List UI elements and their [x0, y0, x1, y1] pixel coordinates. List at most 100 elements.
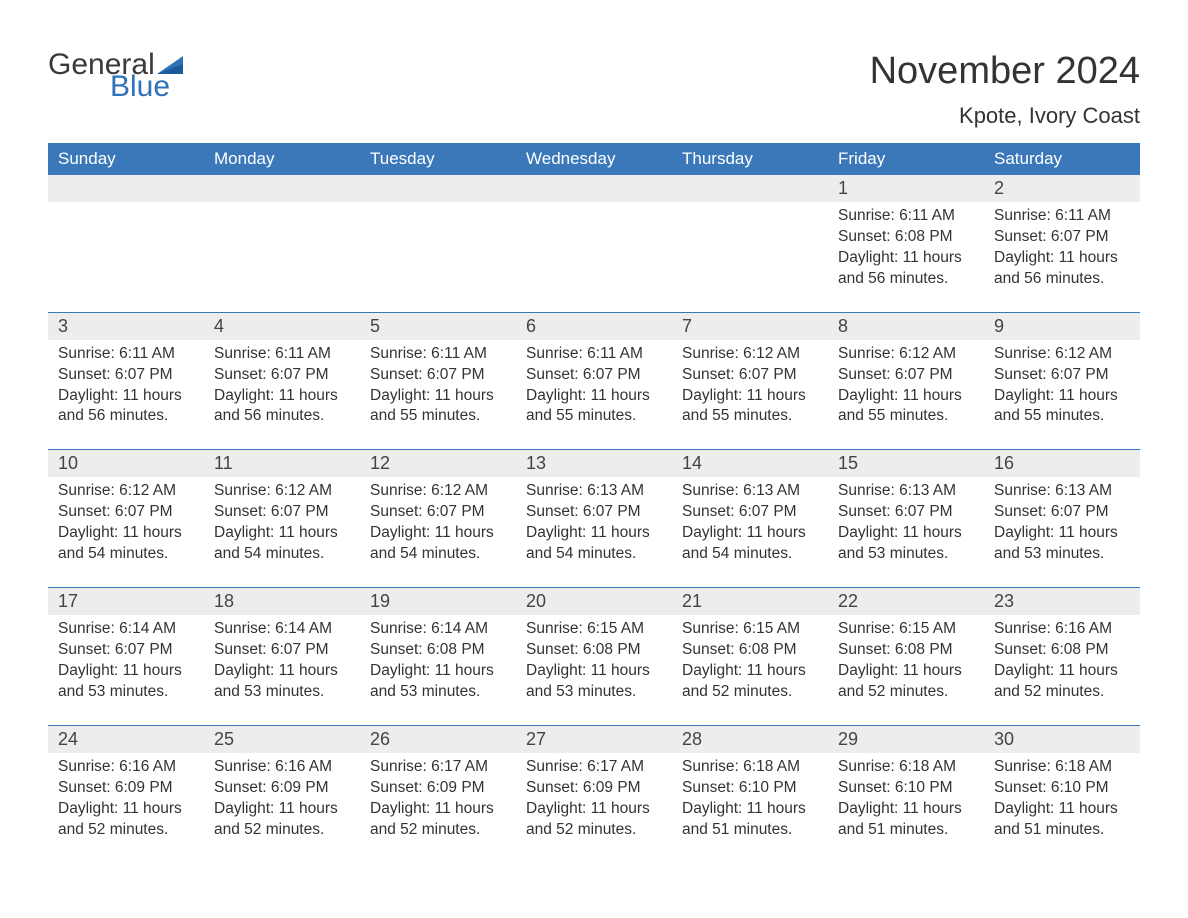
daylight-line: Daylight: 11 hours and 53 minutes.: [526, 661, 662, 703]
daynum: 26: [360, 726, 516, 753]
day-details: Sunrise: 6:13 AMSunset: 6:07 PMDaylight:…: [984, 477, 1140, 565]
day-cell: 7Sunrise: 6:12 AMSunset: 6:07 PMDaylight…: [672, 313, 828, 450]
sunset-line: Sunset: 6:08 PM: [994, 640, 1130, 661]
sunrise-line: Sunrise: 6:18 AM: [682, 757, 818, 778]
sunset-line: Sunset: 6:08 PM: [682, 640, 818, 661]
day-cell: 11Sunrise: 6:12 AMSunset: 6:07 PMDayligh…: [204, 450, 360, 587]
daynum-bar-empty: [360, 175, 516, 202]
sunset-line: Sunset: 6:08 PM: [838, 640, 974, 661]
sunset-line: Sunset: 6:07 PM: [994, 365, 1130, 386]
day-cell: 27Sunrise: 6:17 AMSunset: 6:09 PMDayligh…: [516, 726, 672, 863]
day-cell: 10Sunrise: 6:12 AMSunset: 6:07 PMDayligh…: [48, 450, 204, 587]
sunrise-line: Sunrise: 6:18 AM: [994, 757, 1130, 778]
day-cell: 23Sunrise: 6:16 AMSunset: 6:08 PMDayligh…: [984, 588, 1140, 725]
sunrise-line: Sunrise: 6:11 AM: [370, 344, 506, 365]
sunrise-line: Sunrise: 6:14 AM: [370, 619, 506, 640]
day-details: Sunrise: 6:12 AMSunset: 6:07 PMDaylight:…: [672, 340, 828, 428]
sunrise-line: Sunrise: 6:11 AM: [526, 344, 662, 365]
day-cell: 21Sunrise: 6:15 AMSunset: 6:08 PMDayligh…: [672, 588, 828, 725]
sunrise-line: Sunrise: 6:11 AM: [58, 344, 194, 365]
daynum: 24: [48, 726, 204, 753]
daynum: 23: [984, 588, 1140, 615]
day-details: Sunrise: 6:12 AMSunset: 6:07 PMDaylight:…: [48, 477, 204, 565]
dayname-friday: Friday: [828, 143, 984, 175]
sunrise-line: Sunrise: 6:15 AM: [682, 619, 818, 640]
daynum: 10: [48, 450, 204, 477]
day-details: Sunrise: 6:16 AMSunset: 6:09 PMDaylight:…: [48, 753, 204, 841]
sunset-line: Sunset: 6:07 PM: [214, 502, 350, 523]
daylight-line: Daylight: 11 hours and 53 minutes.: [214, 661, 350, 703]
sunset-line: Sunset: 6:07 PM: [370, 365, 506, 386]
daynum-bar-empty: [48, 175, 204, 202]
day-cell: 25Sunrise: 6:16 AMSunset: 6:09 PMDayligh…: [204, 726, 360, 863]
day-details: Sunrise: 6:11 AMSunset: 6:07 PMDaylight:…: [360, 340, 516, 428]
title-block: November 2024 Kpote, Ivory Coast: [870, 50, 1140, 137]
dayname-tuesday: Tuesday: [360, 143, 516, 175]
day-cell: 13Sunrise: 6:13 AMSunset: 6:07 PMDayligh…: [516, 450, 672, 587]
day-cell: 17Sunrise: 6:14 AMSunset: 6:07 PMDayligh…: [48, 588, 204, 725]
daynum: 18: [204, 588, 360, 615]
day-cell: [672, 175, 828, 312]
sunrise-line: Sunrise: 6:16 AM: [994, 619, 1130, 640]
sunrise-line: Sunrise: 6:13 AM: [682, 481, 818, 502]
day-details: Sunrise: 6:11 AMSunset: 6:07 PMDaylight:…: [48, 340, 204, 428]
daynum: 22: [828, 588, 984, 615]
daynum: 11: [204, 450, 360, 477]
daynum: 17: [48, 588, 204, 615]
day-cell: 12Sunrise: 6:12 AMSunset: 6:07 PMDayligh…: [360, 450, 516, 587]
sunrise-line: Sunrise: 6:18 AM: [838, 757, 974, 778]
day-details: Sunrise: 6:11 AMSunset: 6:07 PMDaylight:…: [204, 340, 360, 428]
day-cell: 1Sunrise: 6:11 AMSunset: 6:08 PMDaylight…: [828, 175, 984, 312]
day-cell: 28Sunrise: 6:18 AMSunset: 6:10 PMDayligh…: [672, 726, 828, 863]
day-details: Sunrise: 6:11 AMSunset: 6:07 PMDaylight:…: [984, 202, 1140, 290]
sunset-line: Sunset: 6:07 PM: [526, 502, 662, 523]
day-details: Sunrise: 6:14 AMSunset: 6:07 PMDaylight:…: [48, 615, 204, 703]
sunset-line: Sunset: 6:08 PM: [838, 227, 974, 248]
sunset-line: Sunset: 6:10 PM: [682, 778, 818, 799]
daylight-line: Daylight: 11 hours and 55 minutes.: [682, 386, 818, 428]
day-details: Sunrise: 6:12 AMSunset: 6:07 PMDaylight:…: [984, 340, 1140, 428]
sunrise-line: Sunrise: 6:16 AM: [214, 757, 350, 778]
sunset-line: Sunset: 6:07 PM: [58, 502, 194, 523]
sunset-line: Sunset: 6:07 PM: [838, 365, 974, 386]
day-cell: [48, 175, 204, 312]
day-details: Sunrise: 6:16 AMSunset: 6:09 PMDaylight:…: [204, 753, 360, 841]
sunrise-line: Sunrise: 6:12 AM: [58, 481, 194, 502]
daynum: 9: [984, 313, 1140, 340]
daynum: 15: [828, 450, 984, 477]
header: General Blue November 2024 Kpote, Ivory …: [48, 50, 1140, 137]
daylight-line: Daylight: 11 hours and 55 minutes.: [370, 386, 506, 428]
daylight-line: Daylight: 11 hours and 52 minutes.: [838, 661, 974, 703]
day-cell: 24Sunrise: 6:16 AMSunset: 6:09 PMDayligh…: [48, 726, 204, 863]
sunset-line: Sunset: 6:07 PM: [682, 502, 818, 523]
sunset-line: Sunset: 6:09 PM: [58, 778, 194, 799]
daylight-line: Daylight: 11 hours and 53 minutes.: [994, 523, 1130, 565]
sunset-line: Sunset: 6:09 PM: [370, 778, 506, 799]
daylight-line: Daylight: 11 hours and 52 minutes.: [682, 661, 818, 703]
sunrise-line: Sunrise: 6:15 AM: [526, 619, 662, 640]
day-cell: 14 Sunrise: 6:13 AMSunset: 6:07 PMDayligh…: [672, 450, 828, 587]
sunrise-line: Sunrise: 6:13 AM: [526, 481, 662, 502]
sunset-line: Sunset: 6:07 PM: [370, 502, 506, 523]
week-row: 10Sunrise: 6:12 AMSunset: 6:07 PMDayligh…: [48, 449, 1140, 587]
day-details: Sunrise: 6:13 AMSunset: 6:07 PMDaylight:…: [828, 477, 984, 565]
sunset-line: Sunset: 6:10 PM: [838, 778, 974, 799]
daylight-line: Daylight: 11 hours and 51 minutes.: [838, 799, 974, 841]
daynum: 14: [672, 450, 828, 477]
daynum: 19: [360, 588, 516, 615]
daylight-line: Daylight: 11 hours and 55 minutes.: [526, 386, 662, 428]
daynum: 27: [516, 726, 672, 753]
daynum: 25: [204, 726, 360, 753]
daynum-bar-empty: [672, 175, 828, 202]
day-details: Sunrise: 6:16 AMSunset: 6:08 PMDaylight:…: [984, 615, 1140, 703]
sunset-line: Sunset: 6:07 PM: [994, 502, 1130, 523]
day-details: Sunrise: 6:12 AMSunset: 6:07 PMDaylight:…: [360, 477, 516, 565]
daylight-line: Daylight: 11 hours and 52 minutes.: [58, 799, 194, 841]
day-cell: 22Sunrise: 6:15 AMSunset: 6:08 PMDayligh…: [828, 588, 984, 725]
sunset-line: Sunset: 6:09 PM: [214, 778, 350, 799]
sunrise-line: Sunrise: 6:17 AM: [370, 757, 506, 778]
daynum: 13: [516, 450, 672, 477]
daylight-line: Daylight: 11 hours and 56 minutes.: [994, 248, 1130, 290]
daylight-line: Daylight: 11 hours and 54 minutes.: [682, 523, 818, 565]
day-details: Sunrise: 6:12 AMSunset: 6:07 PMDaylight:…: [204, 477, 360, 565]
